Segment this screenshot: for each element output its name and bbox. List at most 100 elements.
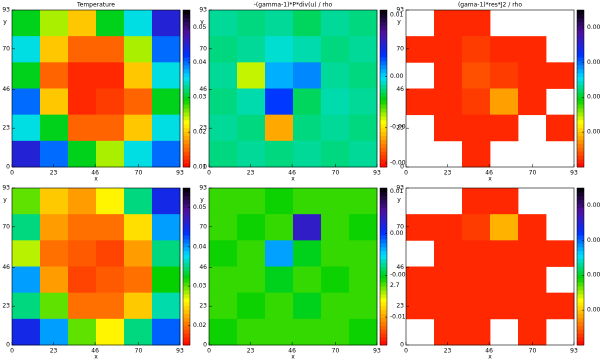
colorbar-segment <box>380 131 387 136</box>
heat-cell <box>209 318 238 346</box>
x-tick-label: 23 <box>247 348 255 355</box>
colorbar-segment <box>183 41 190 46</box>
heat-cell <box>490 188 519 215</box>
colorbar-segment <box>380 211 387 216</box>
heat-cell <box>321 10 350 37</box>
colorbar-segment <box>577 188 584 193</box>
colorbar-segment <box>577 37 584 42</box>
colorbar-segment <box>183 199 190 205</box>
colorbar-segment <box>380 321 387 326</box>
heat-cell <box>321 114 350 142</box>
heat-cell <box>293 10 322 37</box>
colorbar-segment <box>380 76 387 82</box>
heat-cell <box>12 240 41 267</box>
colorbar-segment <box>183 270 190 275</box>
heat-cell <box>490 240 519 267</box>
colorbar-tick-label: 0.05 <box>193 24 207 31</box>
colorbar-segment <box>183 100 190 105</box>
y-tick-label: 23 <box>396 303 404 310</box>
colorbar-segment <box>577 131 584 136</box>
colorbar-segment <box>577 21 584 27</box>
heat-cell <box>293 62 322 89</box>
colorbar-tick-label: 0.00 <box>587 202 600 209</box>
colorbar-segment <box>577 147 584 152</box>
x-tick-label: 0 <box>10 348 14 355</box>
colorbar-segment <box>380 290 387 295</box>
colorbar-tick-label: 0.00 <box>587 59 600 66</box>
colorbar-frame <box>576 187 585 346</box>
colorbar-tick-label: 0.00 <box>587 237 600 244</box>
heat-cell <box>68 62 97 89</box>
heat-cell <box>434 318 463 346</box>
colorbar-segment <box>577 305 584 311</box>
heat-cell <box>237 188 266 215</box>
colorbar-segment <box>380 45 387 50</box>
colorbar-segment <box>577 329 584 334</box>
colorbar-segment <box>183 290 190 295</box>
colorbar-segment <box>577 337 584 342</box>
colorbar-segment <box>183 211 190 216</box>
colorbar-segment <box>577 33 584 38</box>
colorbar-segment <box>183 258 190 263</box>
heat-cell <box>293 292 322 320</box>
y-tick-label: 93 <box>2 185 10 192</box>
heat-cell <box>152 88 181 116</box>
colorbar-segment <box>183 104 190 109</box>
heat-cell <box>434 214 463 241</box>
heat-cell <box>12 114 41 142</box>
colorbar-segment <box>183 297 190 303</box>
heat-cell <box>237 266 266 294</box>
colorbar-segment <box>183 49 190 54</box>
y-tick-label: 46 <box>396 86 404 93</box>
x-tick-label: 70 <box>529 348 537 355</box>
heat-cell <box>96 266 125 294</box>
x-tick-label: 70 <box>135 348 143 355</box>
colorbar-segment <box>577 68 584 74</box>
colorbar-segment <box>380 108 387 113</box>
colorbar-frame <box>182 9 191 168</box>
heat-cell <box>518 292 547 320</box>
heat-cell <box>518 318 547 346</box>
colorbar-segment <box>380 188 387 193</box>
colorbar-segment <box>577 29 584 34</box>
colorbar-segment <box>380 266 387 271</box>
heat-cell <box>152 188 181 215</box>
y-tick-label: 0 <box>6 164 10 171</box>
colorbar-segment <box>380 223 387 228</box>
heat-cell <box>152 292 181 320</box>
y-tick-label: 70 <box>2 45 10 52</box>
colorbar-segment <box>380 191 387 197</box>
x-tick-label: 0 <box>10 170 14 177</box>
heat-cell <box>349 88 378 116</box>
x-tick-label: 93 <box>373 170 381 177</box>
colorbar-segment <box>380 37 387 42</box>
heat-cell <box>40 140 69 168</box>
colorbar-segment <box>183 119 190 125</box>
heat-cell <box>124 10 153 37</box>
x-tick-label: 46 <box>485 348 493 355</box>
colorbar-segment <box>380 313 387 318</box>
y-axis-label: y <box>200 19 204 26</box>
plot-frame <box>208 187 378 346</box>
heat-cell <box>124 214 153 241</box>
colorbar-segment <box>380 151 387 156</box>
colorbar-segment <box>380 72 387 78</box>
colorbar-segment <box>577 274 584 279</box>
colorbar-segment <box>380 143 387 148</box>
colorbar-segment <box>183 37 190 42</box>
colorbar-segment <box>577 41 584 46</box>
colorbar-segment <box>380 139 387 144</box>
heat-cell <box>434 114 463 142</box>
heat-cell <box>237 292 266 320</box>
colorbar-segment <box>183 223 190 228</box>
heat-cell <box>12 214 41 241</box>
colorbar-segment <box>380 231 387 236</box>
colorbar-segment <box>577 203 584 209</box>
colorbar-tick-label: 0.03 <box>193 283 207 290</box>
colorbar-segment <box>577 127 584 133</box>
colorbar-tick-label: 0.00 <box>390 230 404 237</box>
colorbar-segment <box>380 207 387 212</box>
colorbar-segment <box>380 92 387 97</box>
heat-cell <box>96 214 125 241</box>
colorbar-segment <box>183 25 190 31</box>
